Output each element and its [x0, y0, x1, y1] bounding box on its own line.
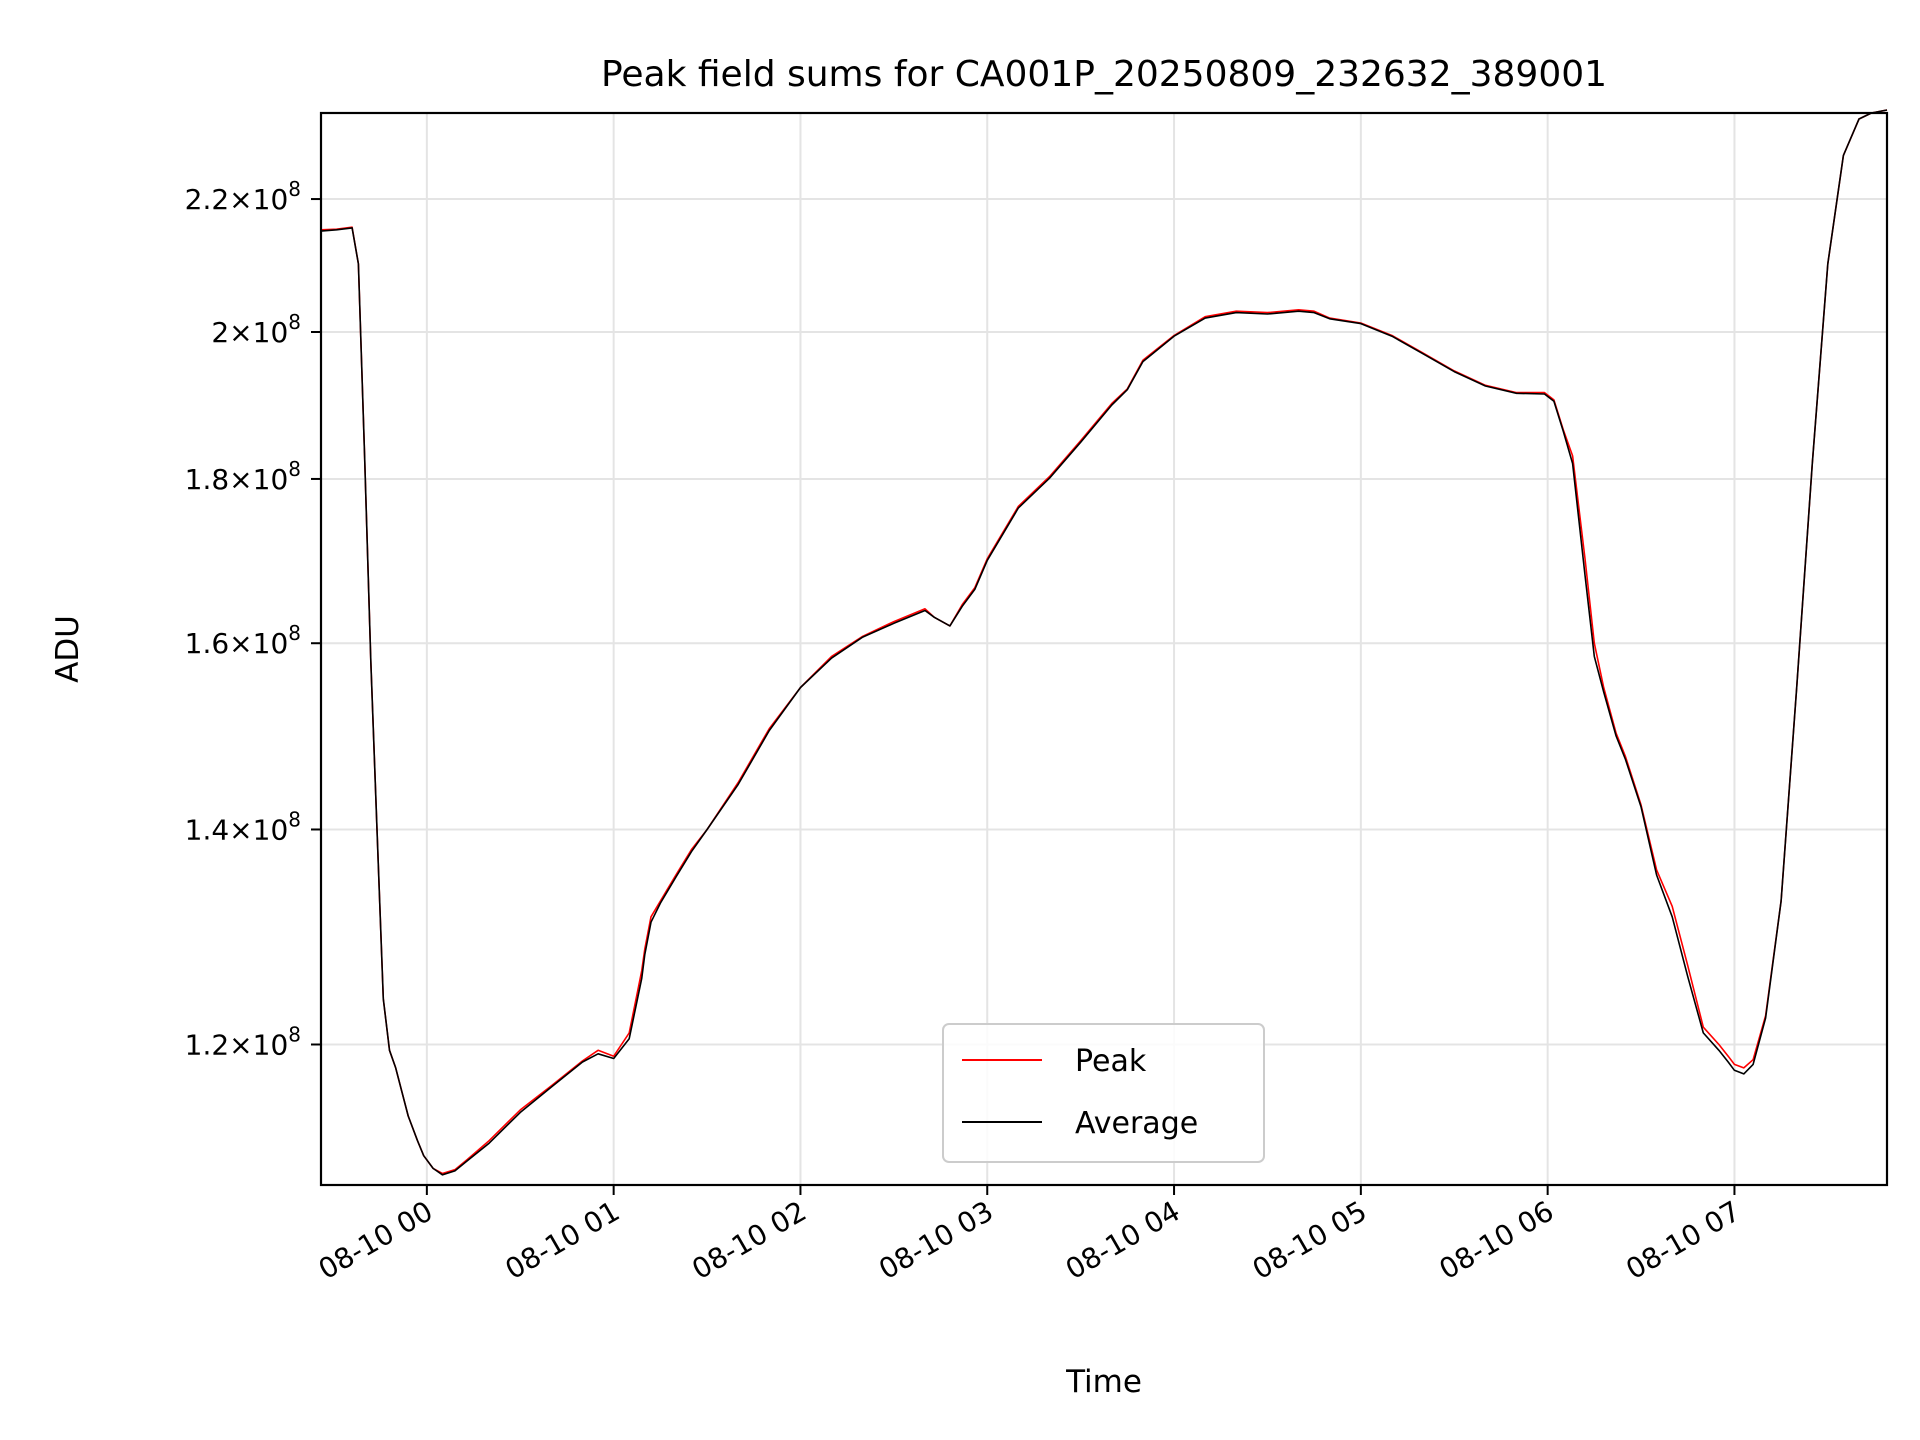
plot-frame — [319, 111, 1889, 1187]
y-tick-label: 2×108 — [211, 310, 301, 349]
ticks — [311, 198, 1736, 1195]
plot-series — [320, 109, 1888, 1176]
y-tick-labels: 1.2×108 1.4×108 1.6×108 1.8×108 2×108 2.2×108 — [185, 177, 301, 1061]
legend: Peak Average — [942, 1023, 1265, 1163]
y-tick-label: 1.8×108 — [185, 457, 301, 496]
y-tick-label: 1.6×108 — [185, 621, 301, 660]
legend-label-average: Average — [1075, 1106, 1198, 1141]
legend-label-peak: Peak — [1075, 1044, 1147, 1079]
x-axis-label: Time — [1065, 1364, 1142, 1400]
y-axis-label: ADU — [50, 615, 86, 683]
legend-box — [942, 1023, 1265, 1163]
series-line-average — [320, 109, 1888, 1176]
y-tick-label: 2.2×108 — [185, 177, 301, 216]
y-tick-label: 1.4×108 — [185, 807, 301, 846]
grid — [321, 113, 1887, 1185]
series-line-peak — [320, 109, 1888, 1175]
y-tick-label: 1.2×108 — [185, 1022, 301, 1061]
chart-title: Peak field sums for CA001P_20250809_2326… — [601, 54, 1607, 95]
